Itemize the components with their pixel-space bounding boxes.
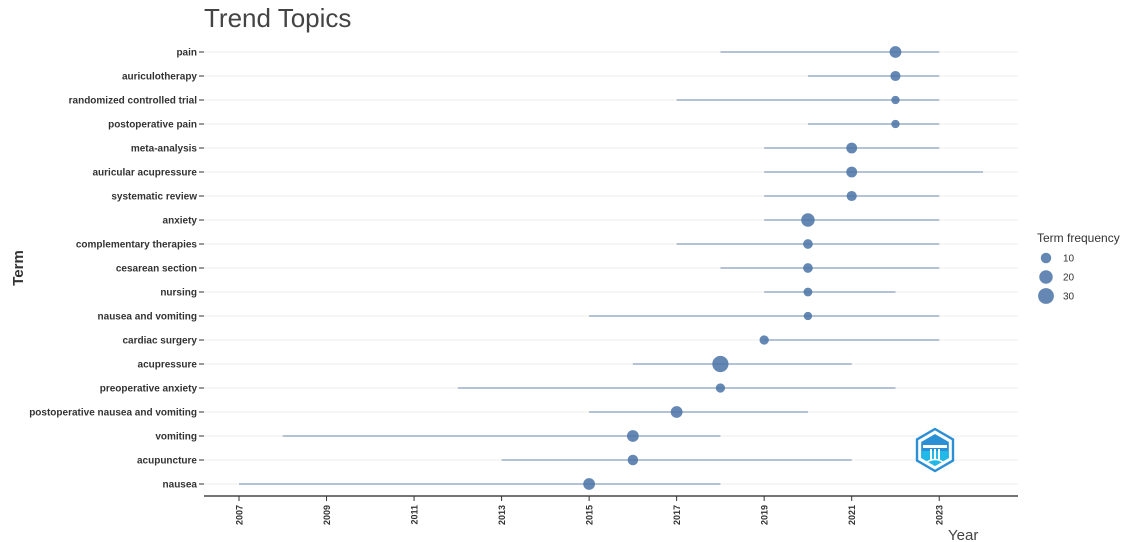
x-ticks — [238, 496, 940, 501]
x-tick-labels: 2007 2009 2011 2013 2015 2017 2019 2021 2023 — [235, 505, 945, 525]
x-tick-label: 2011 — [410, 505, 420, 525]
term-labels: pain auriculotherapy randomized controlled… — [29, 48, 197, 491]
term-label: vomiting — [155, 432, 197, 443]
term-label: pain — [176, 48, 197, 59]
term-point — [626, 430, 639, 442]
term-label: auricular acupressure — [93, 168, 198, 179]
term-point — [846, 166, 858, 178]
term-point — [891, 95, 900, 105]
term-label: randomized controlled trial — [69, 96, 198, 107]
term-point — [670, 406, 683, 418]
term-point — [891, 119, 900, 129]
legend: Term frequency 10 20 30 — [1037, 231, 1120, 304]
term-label: complementary therapies — [76, 240, 198, 251]
term-label: auriculotherapy — [122, 72, 197, 83]
term-point — [583, 478, 596, 490]
legend-size-key — [1040, 252, 1052, 264]
term-point — [803, 287, 813, 297]
term-point — [712, 355, 729, 373]
x-tick-label: 2007 — [235, 505, 245, 525]
term-label: preoperative anxiety — [100, 384, 198, 395]
hexagon-logo-icon — [915, 427, 955, 473]
x-tick-label: 2009 — [322, 505, 332, 525]
legend-size-label: 30 — [1063, 292, 1075, 303]
term-ticks — [199, 51, 204, 485]
legend-size-label: 20 — [1063, 273, 1075, 284]
term-point — [889, 46, 902, 58]
term-point — [846, 142, 858, 154]
chart-title: Trend Topics — [204, 3, 351, 33]
term-label: acupressure — [138, 360, 198, 371]
term-label: acupuncture — [137, 456, 197, 467]
term-point — [890, 70, 901, 82]
x-tick-label: 2013 — [497, 505, 507, 525]
points — [583, 46, 902, 490]
term-point — [759, 335, 769, 345]
x-tick-label: 2015 — [585, 505, 595, 525]
term-point — [627, 454, 639, 466]
term-label: postoperative pain — [108, 120, 197, 131]
term-label: nursing — [160, 288, 197, 299]
term-point — [801, 213, 815, 227]
term-label: cesarean section — [116, 264, 197, 275]
term-label: postoperative nausea and vomiting — [29, 408, 197, 419]
x-tick-label: 2021 — [847, 505, 857, 525]
y-axis-title: Term — [10, 250, 27, 286]
term-label: nausea and vomiting — [98, 312, 197, 323]
term-point — [715, 383, 726, 393]
term-point — [803, 239, 813, 249]
x-tick-label: 2019 — [760, 505, 770, 525]
legend-size-label: 10 — [1063, 254, 1075, 265]
term-label: nausea — [163, 480, 198, 491]
term-point — [803, 311, 813, 321]
term-point — [846, 190, 857, 202]
legend-size-key — [1038, 288, 1054, 304]
legend-title: Term frequency — [1037, 231, 1120, 245]
term-label: systematic review — [111, 192, 197, 203]
x-axis-title: Year — [948, 527, 978, 542]
x-tick-label: 2023 — [935, 505, 945, 525]
term-label: meta-analysis — [131, 144, 198, 155]
term-point — [803, 263, 813, 273]
term-label: cardiac surgery — [123, 336, 198, 347]
term-label: anxiety — [163, 216, 198, 227]
legend-size-key — [1039, 270, 1053, 284]
x-tick-label: 2017 — [672, 505, 682, 525]
